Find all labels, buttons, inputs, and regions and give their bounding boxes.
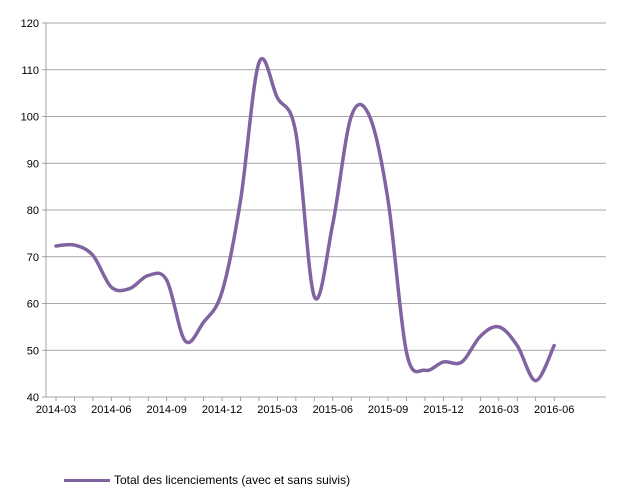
y-axis-tick-labels: 40 50 60 70 80 90 100 110 120 [21, 18, 39, 404]
x-tick-label: 2014-03 [36, 404, 76, 416]
x-tick-label: 2016-03 [479, 404, 519, 416]
x-tick-label: 2015-03 [257, 404, 297, 416]
y-tick-label: 60 [27, 299, 39, 311]
x-tick-label: 2016-06 [534, 404, 574, 416]
y-tick-label: 100 [21, 112, 39, 124]
x-tick-label: 2015-06 [313, 404, 353, 416]
x-tick-label: 2015-09 [368, 404, 408, 416]
series-lines [54, 57, 556, 383]
y-tick-label: 90 [27, 158, 39, 170]
x-tick-label: 2014-12 [202, 404, 242, 416]
y-tick-label: 70 [27, 252, 39, 264]
legend-swatch [64, 478, 110, 482]
y-tick-label: 50 [27, 345, 39, 357]
x-tick-label: 2015-12 [423, 404, 463, 416]
x-tick-label: 2014-06 [91, 404, 131, 416]
y-tick-label: 80 [27, 205, 39, 217]
series-line-0 [54, 57, 556, 383]
gridlines [46, 22, 606, 351]
legend-label: Total des licenciements (avec et sans su… [114, 473, 351, 487]
y-tick-label: 40 [27, 392, 39, 404]
x-axis-tick-labels: 2014-03 2014-06 2014-09 2014-12 2015-03 2015-… [36, 404, 575, 416]
y-tick-label: 120 [21, 18, 39, 30]
x-tick-label: 2014-09 [147, 404, 187, 416]
legend: Total des licenciements (avec et sans su… [64, 473, 350, 487]
axes [42, 22, 606, 401]
y-tick-label: 110 [21, 65, 39, 77]
